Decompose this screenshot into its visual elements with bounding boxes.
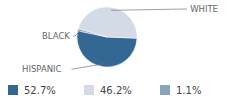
leader-line [73,30,81,36]
legend-label: 52.7% [24,85,56,96]
chart: HISPANIC WHITE BLACK 52.7% 46.2% 1.1% [0,0,240,100]
slice-label: WHITE [190,4,218,14]
legend-swatch [8,85,18,95]
legend-swatch [160,85,170,95]
legend-label: 1.1% [176,85,201,96]
slice-label: HISPANIC [22,64,62,74]
slice-label: BLACK [42,31,70,41]
legend-swatch [84,85,94,95]
pie [77,7,137,67]
legend-label: 46.2% [100,85,132,96]
slice [78,7,137,38]
leader-line [72,64,104,69]
leader-line [111,9,187,10]
slice [78,29,107,37]
